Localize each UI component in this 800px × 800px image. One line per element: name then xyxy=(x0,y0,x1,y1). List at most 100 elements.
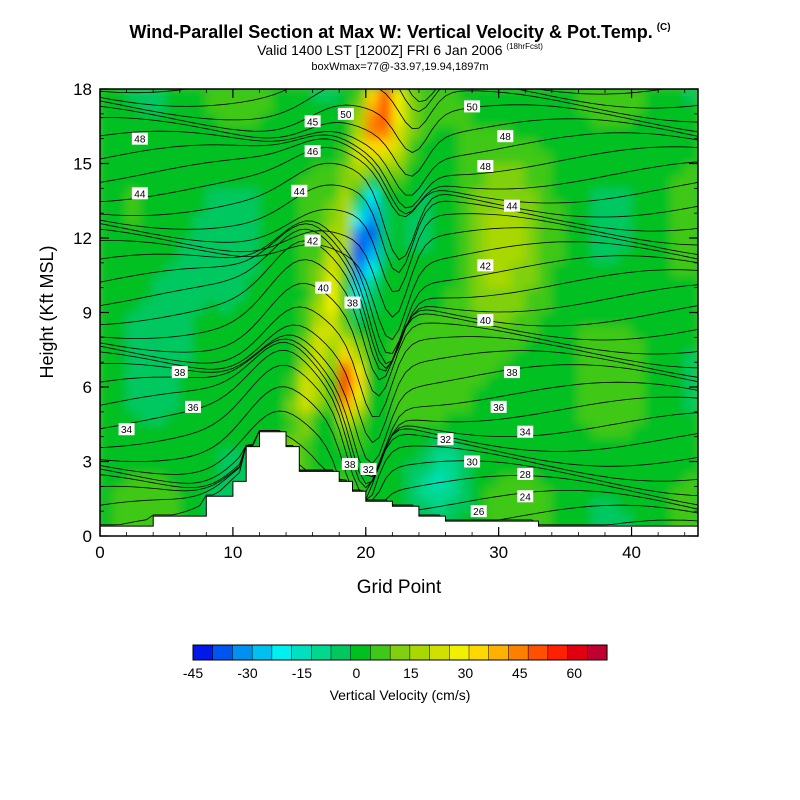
x-tick-label: 10 xyxy=(223,543,242,562)
contour-label-text: 48 xyxy=(134,135,146,146)
theta-contour xyxy=(100,430,698,506)
contour-label-text: 38 xyxy=(506,368,518,379)
x-tick-label: 40 xyxy=(622,543,641,562)
theta-contour xyxy=(100,334,698,465)
contour-label: 32 xyxy=(360,462,377,476)
contour-label-text: 34 xyxy=(520,428,532,439)
y-tick-label: 0 xyxy=(83,527,92,546)
theta-contour xyxy=(100,306,698,418)
contour-label: 32 xyxy=(437,433,454,446)
colorbar-swatch xyxy=(291,644,312,661)
colorbar-swatch xyxy=(271,644,293,661)
contour-label: 42 xyxy=(304,234,321,247)
contour-label-text: 48 xyxy=(500,132,512,143)
contour-label-text: 28 xyxy=(520,470,532,481)
contour-label: 34 xyxy=(517,425,534,439)
contour-label: 26 xyxy=(470,505,487,518)
terrain xyxy=(100,431,698,536)
colorbar-swatch xyxy=(429,644,450,661)
theta-contour xyxy=(100,117,698,177)
theta-contour xyxy=(100,430,698,501)
contour-label: 50 xyxy=(337,107,354,121)
contour-label: 38 xyxy=(344,296,361,310)
colorbar-tick-label: 45 xyxy=(512,665,528,681)
theta-contour xyxy=(100,240,698,372)
colorbar-swatch xyxy=(409,644,431,661)
colorbar-swatch xyxy=(330,644,352,661)
contour-label: 34 xyxy=(118,423,135,436)
colorbar-tick-label: 60 xyxy=(567,665,583,681)
contour-label-text: 48 xyxy=(480,162,492,173)
copyright-mark: (C) xyxy=(656,22,671,33)
colorbar-tick-label: 0 xyxy=(353,665,361,681)
contour-label-text: 40 xyxy=(480,316,492,327)
contour-labels: 50 50 48 48 45 46 48 44 44 44 42 42 40 38 40 38 38 36 36 34… xyxy=(118,100,534,518)
y-tick-label: 18 xyxy=(73,80,92,99)
contour-label-text: 38 xyxy=(174,368,186,379)
contour-label-text: 42 xyxy=(307,236,319,247)
theta-contour xyxy=(100,184,698,274)
theta-contour xyxy=(100,430,698,511)
theta-contour xyxy=(100,147,698,218)
colorbar-swatch xyxy=(232,644,253,661)
contour-label: 36 xyxy=(490,400,507,414)
theta-contour xyxy=(100,220,698,354)
chart-title-text: Wind-Parallel Section at Max W: Vertical… xyxy=(129,22,653,42)
colorbar-tick-label: 30 xyxy=(458,665,474,681)
contour-label-text: 38 xyxy=(347,299,359,310)
contour-label-text: 46 xyxy=(307,147,319,158)
x-axis-label: Grid Point xyxy=(357,577,442,598)
contour-label-text: 30 xyxy=(467,458,479,469)
y-tick-label: 3 xyxy=(83,453,92,472)
contour-label: 50 xyxy=(464,100,481,113)
colorbar-tick-label: -15 xyxy=(292,665,312,681)
contour-label: 36 xyxy=(185,400,202,414)
colorbar-swatch xyxy=(508,644,529,661)
contour-label-text: 50 xyxy=(340,110,352,121)
contour-label-text: 44 xyxy=(506,202,518,213)
x-tick-label: 0 xyxy=(95,543,104,562)
contour-label: 48 xyxy=(131,132,148,146)
contour-label-text: 36 xyxy=(187,403,199,414)
colorbar-swatch xyxy=(547,644,569,661)
y-axis-label: Height (Kft MSL) xyxy=(37,245,57,378)
colorbar-frame xyxy=(192,644,608,661)
contour-label: 48 xyxy=(477,159,494,173)
contour-label-text: 32 xyxy=(363,465,375,476)
colorbar-swatch xyxy=(587,644,608,661)
theta-contour xyxy=(100,364,698,493)
contour-label: 28 xyxy=(517,467,534,481)
colorbar-swatch xyxy=(311,644,332,661)
theta-contour xyxy=(100,89,698,130)
contour-label-text: 50 xyxy=(467,102,479,113)
colorbar-swatch xyxy=(251,644,273,661)
colorbar-tick-label: -45 xyxy=(183,665,203,681)
contour-label: 48 xyxy=(497,130,514,143)
contour-label: 24 xyxy=(517,490,534,503)
theta-contour xyxy=(100,342,698,485)
y-tick-label: 6 xyxy=(83,378,92,397)
contour-label: 46 xyxy=(304,145,321,158)
contour-label-text: 44 xyxy=(294,187,306,198)
plot-area: 50 50 48 48 45 46 48 44 44 44 42 42 40 38 40 38 38 36 36 34… xyxy=(100,89,698,536)
theta-contour xyxy=(100,338,698,477)
contour-label-text: 36 xyxy=(493,403,505,414)
contour-label: 42 xyxy=(477,259,494,272)
y-tick-label: 15 xyxy=(73,155,92,174)
theta-contour xyxy=(100,410,698,501)
contour-label: 38 xyxy=(503,366,520,379)
colorbar-tick-label: -30 xyxy=(237,665,257,681)
theta-contour xyxy=(100,104,698,153)
contour-label: 44 xyxy=(291,184,308,198)
y-tick-label: 12 xyxy=(73,229,92,248)
x-axis: 0 10 20 30 40 xyxy=(95,89,686,562)
chart-title: Wind-Parallel Section at Max W: Vertical… xyxy=(0,22,800,43)
theta-contour xyxy=(100,162,698,261)
velocity-cells xyxy=(100,89,698,536)
contour-label: 30 xyxy=(464,455,481,469)
contour-label-text: 34 xyxy=(121,425,133,436)
contour-label: 44 xyxy=(503,199,520,213)
y-tick-label: 9 xyxy=(83,304,92,323)
